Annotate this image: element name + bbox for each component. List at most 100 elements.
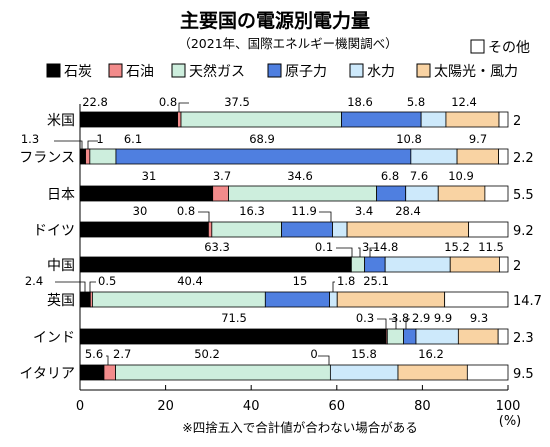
data-label-1-2: 6.1 xyxy=(124,132,142,146)
data-label-3-2: 16.3 xyxy=(239,204,265,218)
leader-line-8 xyxy=(55,281,86,292)
leader-line-7 xyxy=(369,247,378,257)
data-label-1-5: 9.7 xyxy=(469,132,487,146)
other-value-0: 2 xyxy=(513,114,521,129)
data-label-7-4: 15.8 xyxy=(351,347,377,361)
leader-line-15 xyxy=(318,355,330,365)
leader-line-9 xyxy=(89,281,96,292)
bar-5-5 xyxy=(336,291,446,308)
data-label-3-3: 11.9 xyxy=(291,204,317,218)
data-label-1-3: 68.9 xyxy=(249,132,275,146)
bar-3-4 xyxy=(332,221,348,238)
data-label-0-0: 22.8 xyxy=(82,95,108,109)
bar-2-2 xyxy=(228,185,378,202)
bar-4-3 xyxy=(364,256,386,273)
data-label-4-5: 11.5 xyxy=(478,240,504,254)
bar-7-4 xyxy=(329,364,399,381)
bar-2-other xyxy=(484,185,509,202)
bar-3-1 xyxy=(207,221,213,238)
bar-0-2 xyxy=(180,111,342,128)
bar-3-2 xyxy=(211,221,282,238)
bar-1-3 xyxy=(115,148,412,165)
bar-6-other xyxy=(497,328,509,345)
bar-5-4 xyxy=(329,291,338,308)
data-label-2-5: 10.9 xyxy=(448,169,474,183)
legend-label-6: その他 xyxy=(488,40,530,56)
leader-line-3 xyxy=(198,211,210,222)
data-label-2-3: 6.8 xyxy=(381,169,399,183)
leader-line-5 xyxy=(336,247,353,257)
x-tick-label-4: 80 xyxy=(414,399,431,414)
category-label-5: 英国 xyxy=(47,292,75,309)
data-label-4-2: 3.1 xyxy=(362,240,380,254)
other-value-3: 9.2 xyxy=(513,224,534,239)
bar-2-5 xyxy=(437,185,486,202)
data-label-6-5: 9.3 xyxy=(470,311,488,325)
bar-3-0 xyxy=(79,221,209,238)
legend-label-5: 太陽光・風力 xyxy=(434,64,518,80)
other-value-6: 2.3 xyxy=(513,331,534,346)
bar-3-5 xyxy=(346,221,470,238)
leader-line-12 xyxy=(389,318,397,329)
data-label-6-2: 3.8 xyxy=(391,311,409,325)
bar-4-0 xyxy=(79,256,352,273)
x-tick-label-3: 60 xyxy=(329,399,346,414)
category-label-6: インド xyxy=(33,330,75,346)
bar-4-other xyxy=(499,256,509,273)
leader-line-0 xyxy=(178,102,189,112)
legend-label-3: 原子力 xyxy=(285,64,327,80)
data-label-5-2: 40.4 xyxy=(177,274,203,288)
data-label-7-2: 50.2 xyxy=(194,347,220,361)
bar-0-1 xyxy=(177,111,182,128)
data-label-1-1: 1 xyxy=(96,132,103,146)
data-label-3-5: 28.4 xyxy=(395,204,421,218)
data-label-3-1: 0.8 xyxy=(177,204,195,218)
data-label-7-1: 2.7 xyxy=(113,347,131,361)
category-label-1: フランス xyxy=(19,150,75,166)
data-label-3-4: 3.4 xyxy=(355,204,373,218)
bar-3-3 xyxy=(281,221,333,238)
x-axis: 0 20 40 60 80 100(%) xyxy=(76,104,521,429)
bar-6-5 xyxy=(457,328,499,345)
bar-0-other xyxy=(498,111,509,128)
data-label-1-0: 1.3 xyxy=(21,132,39,146)
legend-label-2: 天然ガス xyxy=(189,63,245,80)
leader-line-6 xyxy=(358,247,361,257)
bar-6-2 xyxy=(386,328,404,345)
legend-swatch-6 xyxy=(470,39,485,54)
bar-1-1 xyxy=(85,148,91,165)
legend-swatch-0 xyxy=(46,63,61,78)
category-label-0: 米国 xyxy=(47,113,75,129)
data-label-4-3: 4.8 xyxy=(380,240,398,254)
chart-subtitle: （2021年、国際エネルギー機関調べ） xyxy=(178,36,397,51)
legend-swatch-5 xyxy=(416,63,431,78)
data-label-6-1: 0.3 xyxy=(356,311,374,325)
data-label-1-4: 10.8 xyxy=(396,132,422,146)
x-tick-label-1: 20 xyxy=(157,399,174,414)
bar-5-other xyxy=(444,291,509,308)
bar-4-5 xyxy=(449,256,500,273)
data-label-5-5: 25.1 xyxy=(363,274,389,288)
bar-0-5 xyxy=(445,111,500,128)
data-label-5-4: 1.8 xyxy=(337,274,355,288)
data-label-0-2: 37.5 xyxy=(224,95,250,109)
data-label-7-3: 0 xyxy=(310,347,317,361)
bar-0-0 xyxy=(79,111,178,128)
bar-2-1 xyxy=(212,185,229,202)
bar-5-3 xyxy=(264,291,330,308)
bar-6-3 xyxy=(403,328,417,345)
bar-1-other xyxy=(498,148,509,165)
data-label-6-3: 2.9 xyxy=(412,311,430,325)
bar-5-2 xyxy=(92,291,266,308)
data-label-0-1: 0.8 xyxy=(159,95,177,109)
data-label-0-5: 12.4 xyxy=(451,95,477,109)
leader-line-2 xyxy=(87,140,98,149)
category-label-4: 中国 xyxy=(47,258,75,274)
bar-5-0 xyxy=(79,291,91,308)
other-value-2: 5.5 xyxy=(513,188,534,203)
bar-3-other xyxy=(468,221,509,238)
bar-7-5 xyxy=(397,364,468,381)
leader-line-1 xyxy=(54,140,83,149)
bar-1-4 xyxy=(410,148,458,165)
